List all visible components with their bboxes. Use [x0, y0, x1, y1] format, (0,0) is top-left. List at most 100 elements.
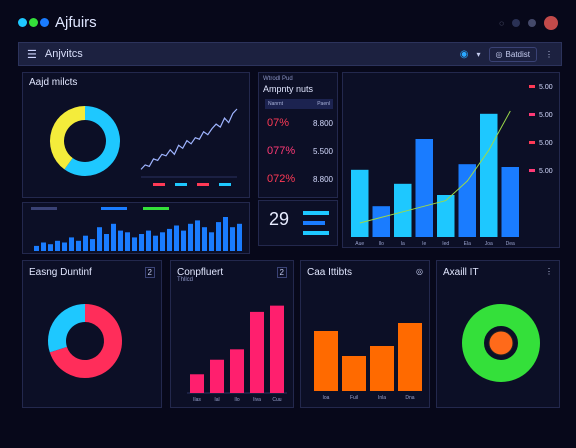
menu-icon[interactable]: ☰ [27, 48, 37, 61]
bar-line-chart: Aue Ilo Ia Ie Ied Ela Joa Dea 5.00 5.00 5.00 5.00 [351, 84, 553, 247]
tick-label: Joa [485, 241, 493, 247]
legend-item [31, 207, 57, 210]
bell-icon[interactable] [512, 19, 520, 27]
bar [104, 234, 109, 251]
legend-swatch [529, 141, 535, 144]
bar [111, 223, 116, 251]
bar [458, 164, 476, 237]
donut-slice [50, 106, 86, 170]
progress-bar [303, 221, 325, 225]
legend-label: 5.00 [539, 84, 553, 91]
refresh-icon[interactable]: ◉ [459, 48, 469, 60]
kpi-row: 072% 8.800 [267, 173, 333, 185]
top-actions: ◌ [499, 16, 558, 30]
filter-icon: ◎ [495, 49, 503, 59]
kpi-secondary: 8.800 [312, 118, 333, 128]
bar [370, 346, 394, 391]
panel-title: Caa Ittibts [307, 267, 353, 278]
tick-label: Ie [422, 241, 426, 247]
bar [398, 323, 422, 391]
bar [97, 227, 102, 251]
panel-subtitle: Thllcd [177, 277, 194, 283]
bar [195, 220, 200, 251]
avatar[interactable] [544, 16, 558, 30]
bar [48, 244, 53, 251]
expand-icon[interactable]: 2 [276, 267, 287, 278]
settings-icon[interactable] [528, 19, 536, 27]
bar [230, 349, 244, 393]
panel-big-number: 29 [258, 200, 338, 246]
brand-logo[interactable]: Ajfuirs [18, 14, 97, 31]
bar [174, 225, 179, 251]
bar [437, 195, 455, 237]
bar [62, 242, 67, 251]
kpi-row: 077% 5.500 [267, 145, 333, 157]
donut-chart [48, 304, 122, 378]
tick-label: Iiva [253, 397, 261, 403]
bar [216, 222, 221, 251]
bar [237, 223, 242, 251]
legend-swatch [153, 183, 165, 186]
progress-bar [303, 231, 329, 235]
bar [223, 217, 228, 251]
kpi-secondary: 5.500 [312, 146, 333, 156]
more-icon[interactable]: ⋮ [545, 49, 553, 59]
tick-label: Dea [506, 241, 515, 247]
legend-swatch [175, 183, 187, 186]
bar [188, 223, 193, 251]
tick-label: Ial [214, 397, 219, 403]
settings-icon[interactable]: ◎ [416, 267, 423, 276]
donut-slice [48, 304, 86, 353]
legend-item [101, 207, 127, 210]
logo-mark-icon [18, 18, 49, 27]
panel-conflicts: Conpfluert Thllcd 2 Ilas Ial Ilo Iiva Cuu [170, 260, 294, 408]
bar [190, 374, 204, 393]
progress-bar [303, 211, 329, 215]
donut-slice [49, 304, 122, 378]
chevron-down-icon[interactable]: ▾ [476, 49, 481, 59]
expand-icon[interactable]: 2 [144, 267, 155, 278]
page-title: Anjvitcs [44, 48, 83, 60]
brand-name: Ajfuirs [55, 14, 97, 31]
bar [139, 234, 144, 251]
donut-slice [64, 106, 120, 176]
bar [394, 183, 412, 237]
tick-label: Aue [355, 241, 364, 247]
legend-swatch [219, 183, 231, 186]
bar [351, 169, 369, 237]
panel-axis: Axaill IT ⋮ [436, 260, 560, 408]
tick-label: Dna [405, 395, 414, 401]
bar-chart: Ilas Ial Ilo Iiva Cuu [187, 305, 287, 403]
bar [69, 237, 74, 251]
kpi-row: 07% 8.800 [267, 117, 333, 129]
nav-bar: ☰ Anjvitcs ◉ ▾ ◎ Batdist ⋮ [18, 42, 562, 66]
bar [90, 239, 95, 251]
bar [153, 235, 158, 251]
bar [202, 227, 207, 251]
bar [55, 240, 60, 251]
legend-swatch [529, 85, 535, 88]
bar [314, 331, 338, 391]
bar [415, 139, 433, 237]
legend-label: 5.00 [539, 112, 553, 119]
chat-icon[interactable]: ◌ [499, 18, 504, 28]
panel-attributes: Caa Ittibts ◎ Ioa Fuil Inla Dna [300, 260, 430, 408]
tick-label: Inla [378, 395, 386, 401]
kpi-value: 077% [267, 145, 296, 157]
bar [501, 167, 519, 237]
panel-tag: Wtrodl Pud [263, 76, 293, 82]
bar [209, 232, 214, 251]
kpi-header-col1: Nanrnt [268, 101, 284, 107]
more-icon[interactable]: ⋮ [545, 267, 553, 276]
panel-activity [22, 202, 250, 254]
bar [342, 356, 366, 391]
legend-label: 5.00 [539, 168, 553, 175]
bar [146, 230, 151, 251]
kpi-secondary: 8.800 [312, 174, 333, 184]
donut-chart [462, 304, 540, 382]
filter-button[interactable]: ◎ Batdist [488, 46, 537, 62]
panel-overview: Aajd milcts [22, 72, 250, 198]
tick-label: Cuu [272, 397, 281, 403]
bar [160, 232, 165, 251]
panel-title: Conpfluert [177, 267, 224, 278]
